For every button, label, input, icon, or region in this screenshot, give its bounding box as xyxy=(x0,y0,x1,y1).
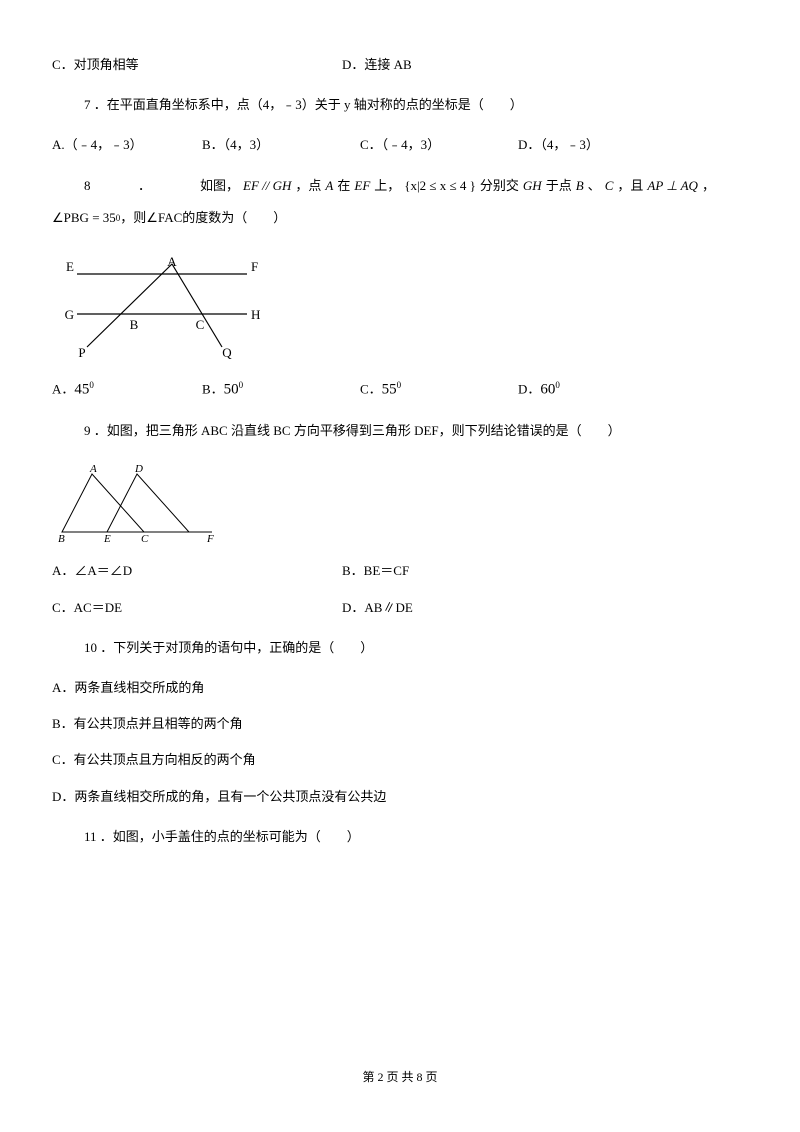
q7-stem: 7 ．在平面直角坐标系中，点（4，﹣3）关于 y 轴对称的点的坐标是（ ） xyxy=(52,96,748,114)
q10-opt-c: C．有公共顶点且方向相反的两个角 xyxy=(52,751,748,769)
q7-options: A.（﹣4，﹣3） B．（4，3） C．（﹣4，3） D．（4，﹣3） xyxy=(52,136,748,154)
q10-opt-b: B．有公共顶点并且相等的两个角 xyxy=(52,715,748,733)
q8-m5: GH xyxy=(523,177,542,195)
q10-opt-d: D．两条直线相交所成的角，且有一个公共顶点没有公共边 xyxy=(52,788,748,806)
q8-t4: 上， xyxy=(374,177,400,195)
q8-t3: 在 xyxy=(337,177,350,195)
q10-stem: 10 ．下列关于对顶角的语句中，正确的是（ ） xyxy=(52,639,748,657)
svg-text:B: B xyxy=(58,533,65,542)
q8-opt-d: D．600 xyxy=(518,379,560,400)
svg-text:D: D xyxy=(134,463,143,475)
q8-c-val: 55 xyxy=(382,381,397,397)
q8-c-deg: 0 xyxy=(397,380,402,390)
svg-text:A: A xyxy=(167,254,177,269)
q8-a-val: 45 xyxy=(74,381,89,397)
q8-stem-line1: 8 ． 如图， EF // GH ，点 A 在 EF 上， {x|2 ≤ x ≤… xyxy=(52,177,748,195)
q8-t8: ，且 xyxy=(617,177,643,195)
q8-m7: C xyxy=(605,177,614,195)
q8-t7: 、 xyxy=(588,177,601,195)
q6-options-cd: C．对顶角相等 D．连接 AB xyxy=(52,56,748,74)
page-footer: 第 2 页 共 8 页 xyxy=(0,1069,800,1086)
svg-text:B: B xyxy=(130,317,139,332)
q9-options-ab: A．∠A＝∠D B．BE＝CF xyxy=(52,562,748,580)
q8-m3: EF xyxy=(354,177,370,195)
q8-c-prefix: C． xyxy=(360,381,382,396)
q8-b-deg: 0 xyxy=(239,380,244,390)
q9-stem: 9 ．如图，把三角形 ABC 沿直线 BC 方向平移得到三角形 DEF，则下列结… xyxy=(52,422,748,440)
q8-opt-c: C．550 xyxy=(360,379,518,400)
svg-text:E: E xyxy=(66,259,74,274)
q11-stem: 11 ．如图，小手盖住的点的坐标可能为（ ） xyxy=(52,828,748,846)
q8-t6: 于点 xyxy=(546,177,572,195)
q8-m4: {x|2 ≤ x ≤ 4 } xyxy=(404,177,476,195)
q8-t1: 如图， xyxy=(200,177,239,195)
svg-text:G: G xyxy=(65,307,74,322)
q9-opt-b: B．BE＝CF xyxy=(342,562,409,580)
q8-options: A．450 B．500 C．550 D．600 xyxy=(52,379,748,400)
q8-t5: 分别交 xyxy=(480,177,519,195)
q10-opt-a: A．两条直线相交所成的角 xyxy=(52,679,748,697)
q8-l2b: ，则 xyxy=(120,209,146,227)
q8-stem-line2: ∠PBG = 350 ，则 ∠FAC 的度数为（ ） xyxy=(52,209,748,227)
q8-figure: E A F G B C H P Q xyxy=(52,249,748,359)
q8-d-val: 60 xyxy=(540,381,555,397)
q8-num: 8 xyxy=(84,177,134,195)
q6-opt-c: C．对顶角相等 xyxy=(52,56,342,74)
q8-m8: AP ⊥ AQ xyxy=(647,177,698,195)
q6-opt-d: D．连接 AB xyxy=(342,56,412,74)
q8-b-prefix: B． xyxy=(202,381,224,396)
q8-d-deg: 0 xyxy=(555,380,560,390)
svg-text:P: P xyxy=(78,345,85,359)
svg-text:F: F xyxy=(251,259,258,274)
q8-t2: ，点 xyxy=(295,177,321,195)
svg-text:H: H xyxy=(251,307,260,322)
q8-d-prefix: D． xyxy=(518,381,540,396)
q8-a-prefix: A． xyxy=(52,381,74,396)
q8-m1: EF // GH xyxy=(243,177,291,195)
q8-opt-a: A．450 xyxy=(52,379,202,400)
q7-opt-a: A.（﹣4，﹣3） xyxy=(52,136,202,154)
q8-l2a: ∠PBG = 35 xyxy=(52,209,116,227)
q7-opt-d: D．（4，﹣3） xyxy=(518,136,599,154)
q9-opt-d: D．AB∥DE xyxy=(342,599,413,617)
svg-text:C: C xyxy=(141,533,149,542)
q9-opt-c: C．AC＝DE xyxy=(52,599,342,617)
q8-m2: A xyxy=(325,177,333,195)
q9-figure: A D B E C F xyxy=(52,462,748,542)
svg-text:C: C xyxy=(196,317,205,332)
q8-a-deg: 0 xyxy=(89,380,94,390)
q8-m6: B xyxy=(576,177,584,195)
svg-text:E: E xyxy=(103,533,111,542)
q9-opt-a: A．∠A＝∠D xyxy=(52,562,342,580)
q8-opt-b: B．500 xyxy=(202,379,360,400)
q9-options-cd: C．AC＝DE D．AB∥DE xyxy=(52,599,748,617)
q8-b-val: 50 xyxy=(224,381,239,397)
q8-dot: ． xyxy=(138,177,196,195)
svg-text:A: A xyxy=(89,463,97,475)
q7-opt-c: C．（﹣4，3） xyxy=(360,136,518,154)
svg-text:F: F xyxy=(206,533,214,542)
svg-text:Q: Q xyxy=(222,345,232,359)
q8-l2c: ∠FAC xyxy=(146,209,182,227)
q7-opt-b: B．（4，3） xyxy=(202,136,360,154)
q8-t9: ， xyxy=(702,177,715,195)
q8-l2d: 的度数为（ ） xyxy=(182,209,286,227)
